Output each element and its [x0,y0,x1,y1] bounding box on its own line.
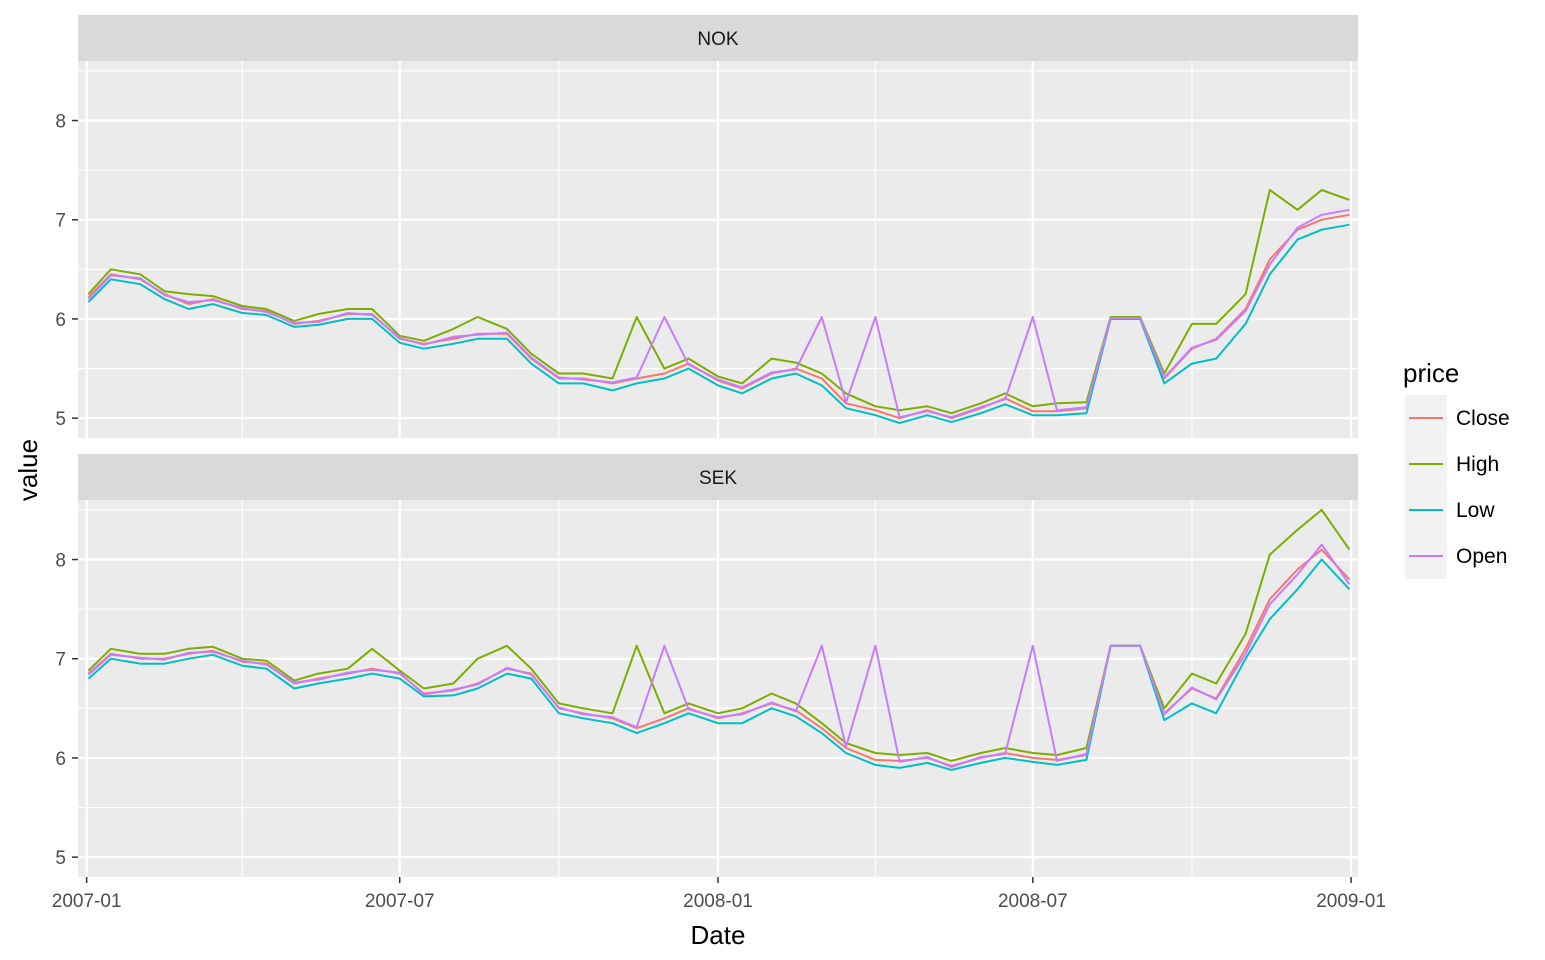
y-tick-label: 8 [55,112,66,133]
legend-label-low: Low [1456,499,1495,522]
x-axis-title: Date [691,920,746,950]
y-tick-label: 6 [55,310,66,331]
strip-background-nok [78,15,1358,61]
y-axis-title: value [13,439,43,501]
y-tick-label: 7 [55,211,66,232]
legend-title: price [1403,358,1459,388]
x-tick-label: 2008-01 [683,891,753,912]
strip-background-sek [78,454,1358,500]
y-tick-label: 8 [55,551,66,572]
gridlines-sek [78,500,1358,877]
y-tick-label: 5 [55,409,66,430]
x-axis: 2007-01 2007-07 2008-01 2008-07 2009-01 [52,877,1386,912]
legend: price Close High Low Open [1403,358,1510,579]
legend-keys: Close High Low Open [1405,395,1510,579]
x-tick-label: 2008-07 [998,891,1068,912]
x-tick-label: 2007-07 [365,891,435,912]
strip-label-sek: SEK [699,468,737,489]
panel-nok: NOK [78,15,1358,438]
y-tick-label: 6 [55,749,66,770]
series-line-open [87,543,1351,768]
series-lines-nok [87,189,1350,425]
panel-sek: SEK [78,454,1358,877]
x-tick-label: 2009-01 [1316,891,1386,912]
y-tick-label: 7 [55,650,66,671]
x-tick-label: 2007-01 [52,891,122,912]
legend-label-close: Close [1456,407,1510,430]
strip-label-nok: NOK [697,29,739,50]
legend-label-high: High [1456,453,1499,476]
y-axis-nok: 5 6 7 8 [55,112,78,430]
series-lines-sek [87,508,1351,771]
y-axis-sek: 5 6 7 8 [55,551,78,869]
gridlines-nok [78,61,1358,438]
legend-label-open: Open [1456,545,1507,568]
y-tick-label: 5 [55,848,66,869]
series-line-open [87,208,1350,419]
